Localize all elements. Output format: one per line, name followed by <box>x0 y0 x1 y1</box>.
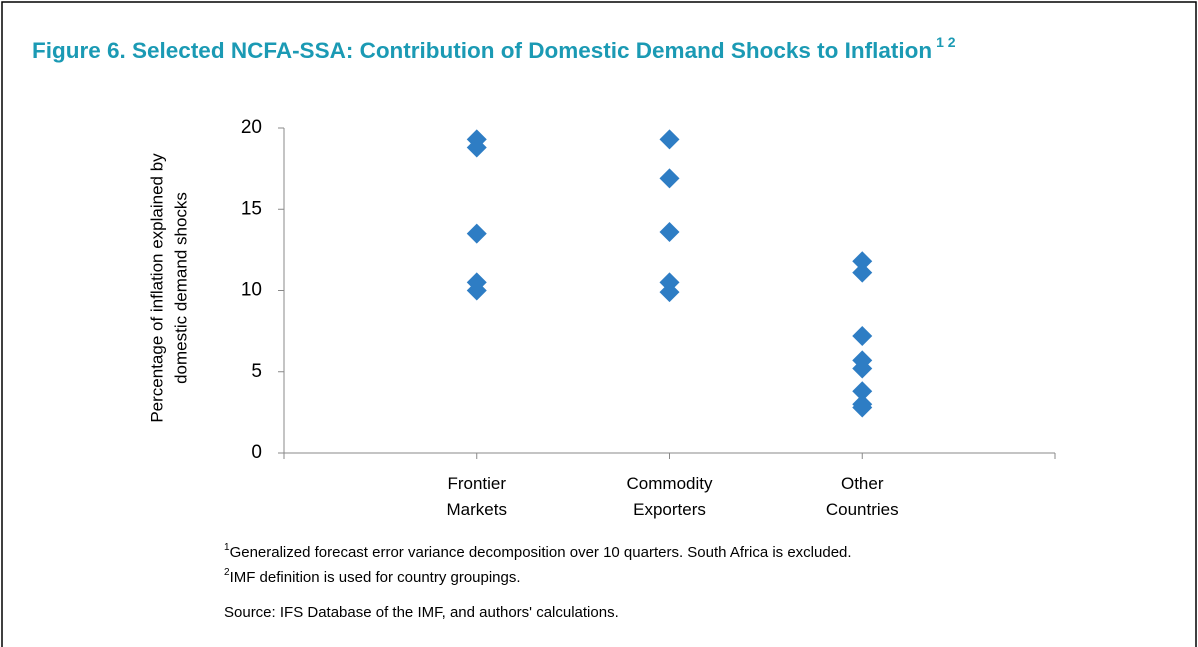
marker <box>466 280 487 301</box>
footnote-marker: 1 <box>224 542 230 553</box>
marker <box>852 262 873 283</box>
marker <box>659 222 680 242</box>
source: Source: IFS Database of the IMF, and aut… <box>224 604 619 621</box>
y-tick-label: 0 <box>251 442 262 463</box>
marker <box>659 168 680 189</box>
y-tick-label: 15 <box>241 198 262 219</box>
footnote-text: Generalized forecast error variance deco… <box>230 544 852 561</box>
title-superscript: 1 2 <box>936 34 956 50</box>
title-text: Figure 6. Selected NCFA-SSA: Contributio… <box>32 38 932 63</box>
marker <box>852 397 873 418</box>
marker <box>466 223 487 244</box>
marker <box>852 381 873 402</box>
y-axis-label: Percentage of inflation explained by <box>147 153 166 423</box>
x-tick-label: Commodity Exporters <box>627 474 713 519</box>
marker <box>852 326 873 346</box>
marker <box>852 251 873 272</box>
y-axis-label: domestic demand shocks <box>171 192 190 384</box>
x-tick-label: Frontier Markets <box>447 474 507 519</box>
y-tick-label: 20 <box>241 117 262 138</box>
footnote-marker: 2 <box>224 567 230 578</box>
marker <box>852 358 873 379</box>
marker <box>659 129 680 150</box>
footnote: 2IMF definition is used for country grou… <box>224 567 521 586</box>
footnote: 1Generalized forecast error variance dec… <box>224 542 852 561</box>
marker <box>659 282 680 303</box>
x-tick-label: Other Countries <box>826 474 899 519</box>
y-tick-label: 5 <box>251 361 262 382</box>
footnote-text: IMF definition is used for country group… <box>230 569 521 586</box>
y-tick-label: 10 <box>241 280 262 301</box>
marker <box>466 137 487 158</box>
chart-title: Figure 6. Selected NCFA-SSA: Contributio… <box>32 34 956 63</box>
